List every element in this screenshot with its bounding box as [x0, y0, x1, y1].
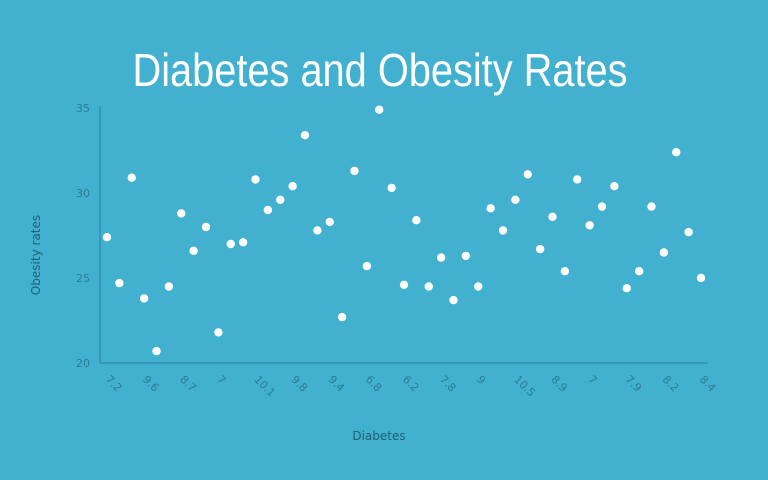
data-point — [189, 246, 198, 255]
data-point — [597, 202, 607, 211]
data-points — [102, 105, 706, 356]
data-point — [362, 261, 372, 271]
data-point — [548, 212, 557, 221]
data-point — [127, 173, 136, 182]
x-tick-label: 7 — [586, 373, 600, 387]
data-point — [498, 226, 508, 235]
y-tick-labels: 20 25 30 35 — [76, 102, 90, 370]
data-point — [152, 346, 161, 356]
data-point — [276, 195, 285, 204]
x-tick-label: 9.4 — [326, 373, 348, 395]
data-point — [214, 328, 223, 337]
data-point — [375, 105, 384, 114]
data-point — [288, 182, 297, 191]
data-point — [102, 233, 112, 242]
data-point — [647, 202, 656, 211]
x-tick-label: 9.8 — [289, 373, 311, 395]
x-tick-label: 8.7 — [177, 373, 199, 395]
data-point — [610, 182, 619, 191]
data-point — [672, 148, 681, 157]
data-point — [412, 216, 421, 225]
data-point — [337, 312, 347, 322]
data-point — [436, 253, 446, 262]
data-point — [251, 175, 260, 184]
x-tick-label: 7.2 — [103, 373, 125, 395]
data-point — [573, 175, 582, 184]
data-point — [486, 204, 495, 213]
data-point — [449, 295, 458, 305]
data-point — [115, 278, 124, 288]
data-point — [696, 273, 706, 283]
x-tick-label: 10.5 — [511, 373, 538, 400]
y-tick-label: 30 — [76, 187, 90, 200]
data-point — [634, 267, 644, 276]
data-point — [201, 222, 211, 232]
data-point — [300, 131, 310, 140]
data-point — [622, 284, 631, 293]
data-point — [387, 183, 396, 193]
data-point — [350, 166, 359, 176]
x-tick-label: 8.4 — [697, 373, 719, 395]
y-tick-label: 35 — [76, 102, 90, 115]
data-point — [238, 238, 248, 247]
data-point — [461, 251, 471, 261]
data-point — [164, 282, 174, 291]
x-tick-label: 10.1 — [251, 373, 278, 400]
chart-title: Diabetes and Obesity Rates — [133, 44, 628, 96]
data-point — [474, 282, 483, 291]
data-point — [684, 227, 693, 237]
data-point — [313, 226, 322, 235]
data-point — [535, 244, 545, 254]
x-tick-label: 6.2 — [400, 373, 422, 395]
data-point — [511, 195, 520, 204]
y-tick-label: 20 — [76, 357, 90, 370]
y-tick-label: 25 — [76, 272, 90, 285]
x-tick-label: 9.6 — [140, 373, 162, 395]
data-point — [585, 221, 594, 230]
x-tick-label: 7.9 — [623, 373, 645, 395]
data-point — [139, 294, 149, 303]
x-tick-labels: 7.2 9.6 8.7 7 10.1 9.8 9.4 6.8 6.2 7.8 9 10.5 8.9 7 7.… — [103, 373, 719, 400]
y-axis-title: Obesity rates — [29, 215, 43, 295]
data-point — [263, 205, 273, 215]
data-point — [659, 248, 669, 257]
x-axis-title: Diabetes — [352, 429, 405, 443]
data-point — [399, 280, 409, 289]
data-point — [560, 267, 570, 276]
x-tick-label: 7 — [214, 373, 228, 387]
data-point — [226, 239, 235, 249]
data-point — [424, 282, 433, 291]
x-tick-label: 8.2 — [660, 373, 682, 395]
data-point — [177, 209, 186, 218]
x-tick-label: 9 — [474, 373, 488, 387]
x-tick-label: 8.9 — [548, 373, 570, 395]
x-tick-label: 7.8 — [437, 373, 459, 395]
x-tick-label: 6.8 — [363, 373, 385, 395]
data-point — [325, 217, 334, 227]
data-point — [523, 170, 532, 179]
